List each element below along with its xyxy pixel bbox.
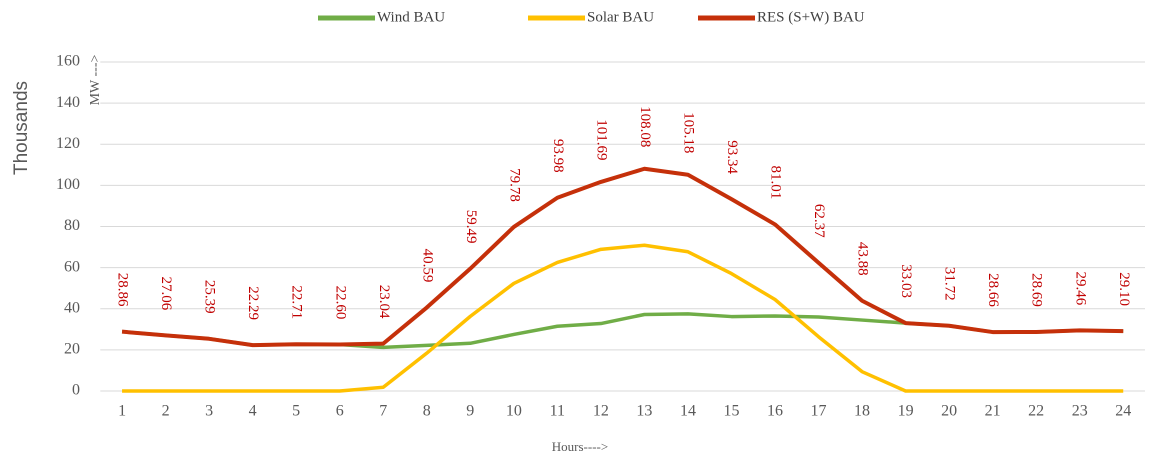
- x-tick-label: 22: [1028, 403, 1044, 420]
- data-label: 28.69: [1029, 273, 1045, 307]
- data-label: 93.34: [724, 140, 740, 174]
- x-tick-label: 12: [593, 403, 609, 420]
- x-tick-label: 21: [985, 403, 1001, 420]
- data-label: 101.69: [593, 119, 609, 160]
- x-tick-label: 5: [292, 403, 300, 420]
- data-label: 25.39: [202, 280, 218, 314]
- y-axis-label: Thousands: [11, 81, 32, 175]
- series-line: [122, 243, 1124, 393]
- x-tick-label: 17: [811, 403, 827, 420]
- x-tick-label: 11: [550, 403, 565, 420]
- data-label: 28.66: [985, 273, 1001, 307]
- y-tick-label: 160: [56, 53, 80, 70]
- y-tick-label: 20: [64, 341, 80, 358]
- y-tick-label: 100: [56, 176, 80, 193]
- x-tick-label: 20: [941, 403, 957, 420]
- x-tick-label: 3: [205, 403, 213, 420]
- data-label: 22.29: [245, 286, 261, 320]
- data-label: 40.59: [419, 249, 435, 283]
- x-axis-label: Hours---->: [552, 439, 608, 454]
- x-tick-label: 24: [1115, 403, 1131, 420]
- y-unit-label: MW --->: [88, 55, 103, 106]
- legend-label: RES (S+W) BAU: [757, 9, 865, 25]
- x-tick-label: 9: [466, 403, 474, 420]
- x-tick-label: 1: [118, 403, 126, 420]
- data-label: 23.04: [376, 285, 392, 319]
- data-label: 79.78: [506, 168, 522, 202]
- x-tick-label: 18: [854, 403, 870, 420]
- data-label: 108.08: [637, 106, 653, 147]
- x-tick-label: 2: [162, 403, 170, 420]
- data-label: 43.88: [855, 242, 871, 276]
- x-tick-label: 13: [636, 403, 652, 420]
- x-tick-label: 16: [767, 403, 783, 420]
- y-tick-label: 140: [56, 94, 80, 111]
- data-label: 62.37: [811, 204, 827, 238]
- data-label: 22.60: [332, 286, 348, 320]
- data-label: 81.01: [768, 166, 784, 200]
- x-tick-label: 23: [1072, 403, 1088, 420]
- data-label: 27.06: [158, 276, 174, 310]
- x-tick-label: 19: [898, 403, 914, 420]
- data-label: 22.71: [289, 285, 305, 319]
- data-label: 28.86: [115, 273, 131, 307]
- series-line: [121, 166, 1124, 348]
- data-label: 29.10: [1116, 272, 1132, 306]
- x-tick-label: 15: [723, 403, 739, 420]
- x-tick-label: 10: [506, 403, 522, 420]
- y-tick-label: 0: [72, 382, 80, 399]
- x-tick-label: 14: [680, 403, 696, 420]
- data-label: 105.18: [681, 112, 697, 153]
- y-tick-label: 80: [64, 217, 80, 234]
- y-tick-label: 120: [56, 135, 80, 152]
- data-label: 59.49: [463, 210, 479, 244]
- data-label: 93.98: [550, 139, 566, 173]
- legend-label: Wind BAU: [377, 9, 445, 25]
- x-tick-label: 4: [249, 403, 257, 420]
- data-label: 29.46: [1072, 272, 1088, 306]
- legend-label: Solar BAU: [587, 9, 654, 25]
- data-label: 33.03: [898, 264, 914, 298]
- y-tick-label: 40: [64, 299, 80, 316]
- x-tick-label: 7: [379, 403, 387, 420]
- x-tick-label: 6: [336, 403, 344, 420]
- data-label: 31.72: [942, 267, 958, 301]
- x-tick-label: 8: [423, 403, 431, 420]
- y-tick-label: 60: [64, 258, 80, 275]
